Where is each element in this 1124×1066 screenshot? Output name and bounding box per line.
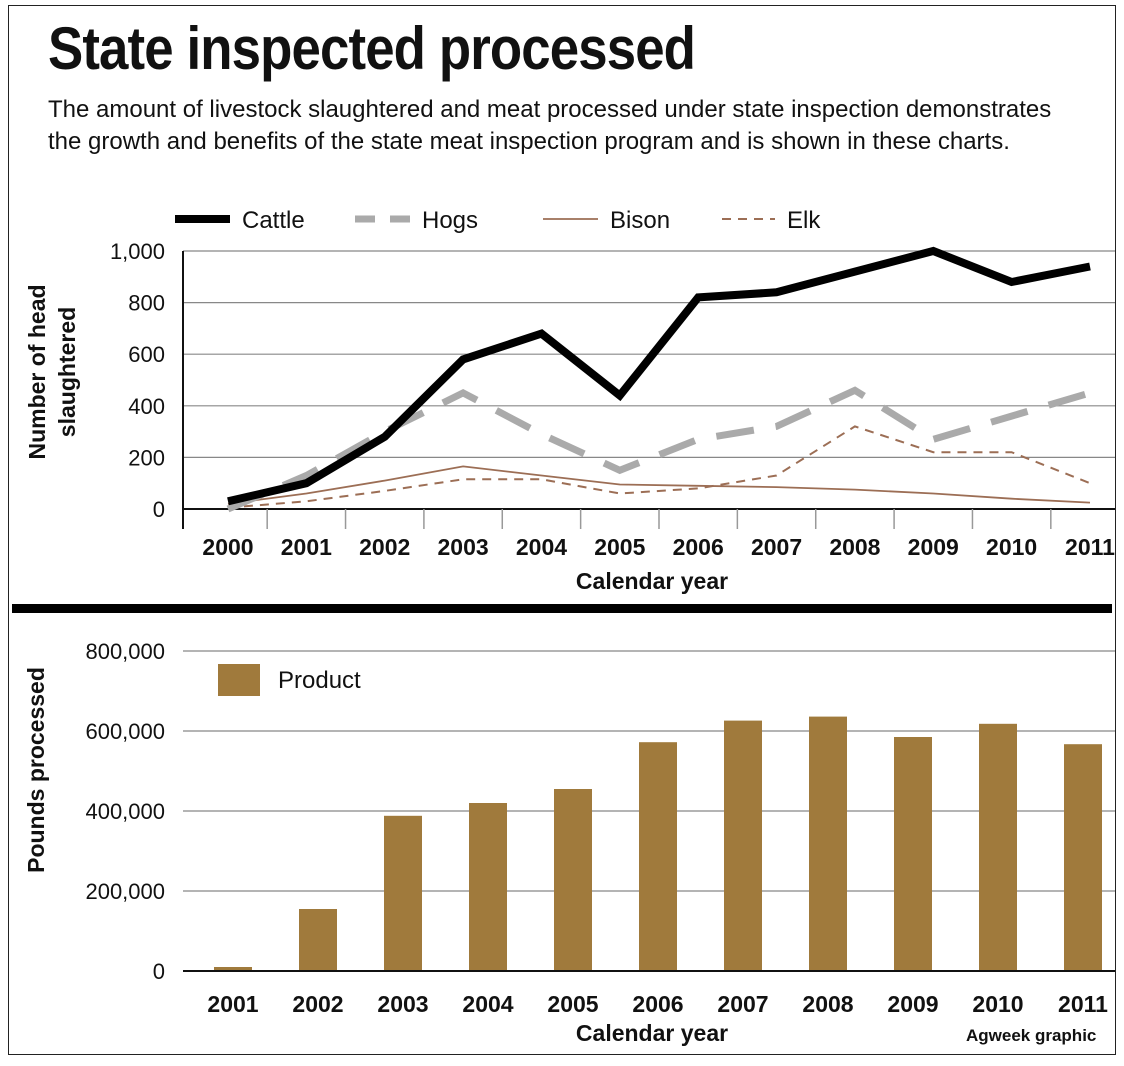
series-line-hogs bbox=[226, 386, 1091, 513]
x-tick-label-2009: 2009 bbox=[887, 991, 938, 1017]
x-axis-title: Calendar year bbox=[576, 1020, 728, 1046]
y-tick-label-1000: 1,000 bbox=[110, 239, 165, 264]
x-tick-label-2002: 2002 bbox=[359, 534, 410, 560]
credit-label: Agweek graphic bbox=[966, 1026, 1097, 1045]
y-tick-label-200000: 200,000 bbox=[85, 879, 165, 904]
y-tick-label-800: 800 bbox=[128, 291, 165, 316]
y-axis-title: Pounds processed bbox=[23, 667, 49, 873]
x-tick-label-2007: 2007 bbox=[751, 534, 802, 560]
chart-subtitle: The amount of livestock slaughtered and … bbox=[48, 96, 1052, 155]
x-tick-label-2006: 2006 bbox=[673, 534, 724, 560]
legend-label-cattle: Cattle bbox=[242, 207, 305, 234]
legend-swatch-product bbox=[218, 664, 260, 696]
y-tick-label-600: 600 bbox=[128, 342, 165, 367]
chart-title: State inspected processed bbox=[48, 15, 696, 82]
x-tick-label-2005: 2005 bbox=[547, 991, 598, 1017]
bar-2009 bbox=[894, 737, 932, 971]
series-line-bison bbox=[227, 465, 1091, 505]
y-axis-title-line-1: Number of head bbox=[24, 284, 50, 459]
bar-2004 bbox=[469, 803, 507, 971]
x-tick-label-2000: 2000 bbox=[202, 534, 253, 560]
y-tick-label-400: 400 bbox=[128, 394, 165, 419]
bar-2002 bbox=[299, 909, 337, 971]
legend-label-bison: Bison bbox=[610, 207, 670, 234]
bar-2011 bbox=[1064, 744, 1102, 971]
x-tick-label-2003: 2003 bbox=[438, 534, 489, 560]
x-tick-label-2001: 2001 bbox=[281, 534, 332, 560]
y-tick-label-600000: 600,000 bbox=[85, 719, 165, 744]
x-tick-label-2002: 2002 bbox=[292, 991, 343, 1017]
y-tick-label-0: 0 bbox=[153, 959, 165, 984]
line-chart-slaughtered: 0 200 400 600 800 1,000 2000 2001 2002 2003 2004 20… bbox=[24, 207, 1115, 594]
legend-label-product: Product bbox=[278, 667, 361, 694]
bar-2010 bbox=[979, 723, 1017, 971]
legend-label-hogs: Hogs bbox=[422, 207, 478, 234]
x-tick-label-2006: 2006 bbox=[632, 991, 683, 1017]
x-tick-label-2010: 2010 bbox=[986, 534, 1037, 560]
x-tick-label-2009: 2009 bbox=[908, 534, 959, 560]
series-line-cattle bbox=[227, 246, 1091, 506]
x-tick-label-2004: 2004 bbox=[462, 991, 513, 1017]
x-tick-label-2008: 2008 bbox=[802, 991, 853, 1017]
x-tick-label-2007: 2007 bbox=[717, 991, 768, 1017]
y-tick-label-200: 200 bbox=[128, 445, 165, 470]
graphic-frame bbox=[8, 5, 1116, 1055]
bar-2006 bbox=[639, 742, 677, 971]
legend-label-elk: Elk bbox=[787, 207, 821, 234]
x-tick-label-2010: 2010 bbox=[972, 991, 1023, 1017]
x-tick-label-2001: 2001 bbox=[207, 991, 258, 1017]
section-divider bbox=[12, 604, 1112, 613]
x-tick-label-2011: 2011 bbox=[1065, 534, 1115, 560]
x-axis-title: Calendar year bbox=[576, 568, 728, 594]
bar-2008 bbox=[809, 716, 847, 971]
bar-2003 bbox=[384, 815, 422, 971]
y-axis-title: Number of head slaughtered bbox=[24, 284, 80, 459]
x-tick-label-2003: 2003 bbox=[377, 991, 428, 1017]
bar-2001 bbox=[214, 967, 252, 971]
x-tick-label-2011: 2011 bbox=[1058, 991, 1108, 1017]
x-tick-label-2005: 2005 bbox=[594, 534, 645, 560]
series-line-elk bbox=[227, 425, 1091, 509]
bar-2007 bbox=[724, 720, 762, 971]
y-tick-label-400000: 400,000 bbox=[85, 799, 165, 824]
x-tick-label-2004: 2004 bbox=[516, 534, 567, 560]
y-tick-label-800000: 800,000 bbox=[85, 639, 165, 664]
y-tick-label-0: 0 bbox=[153, 497, 165, 522]
bar-2005 bbox=[554, 789, 592, 971]
y-axis-title-line-2: slaughtered bbox=[54, 307, 80, 437]
bar-chart-pounds: 0 200,000 400,000 600,000 800,000 2001 2002 200… bbox=[23, 639, 1115, 1046]
x-tick-label-2008: 2008 bbox=[829, 534, 880, 560]
